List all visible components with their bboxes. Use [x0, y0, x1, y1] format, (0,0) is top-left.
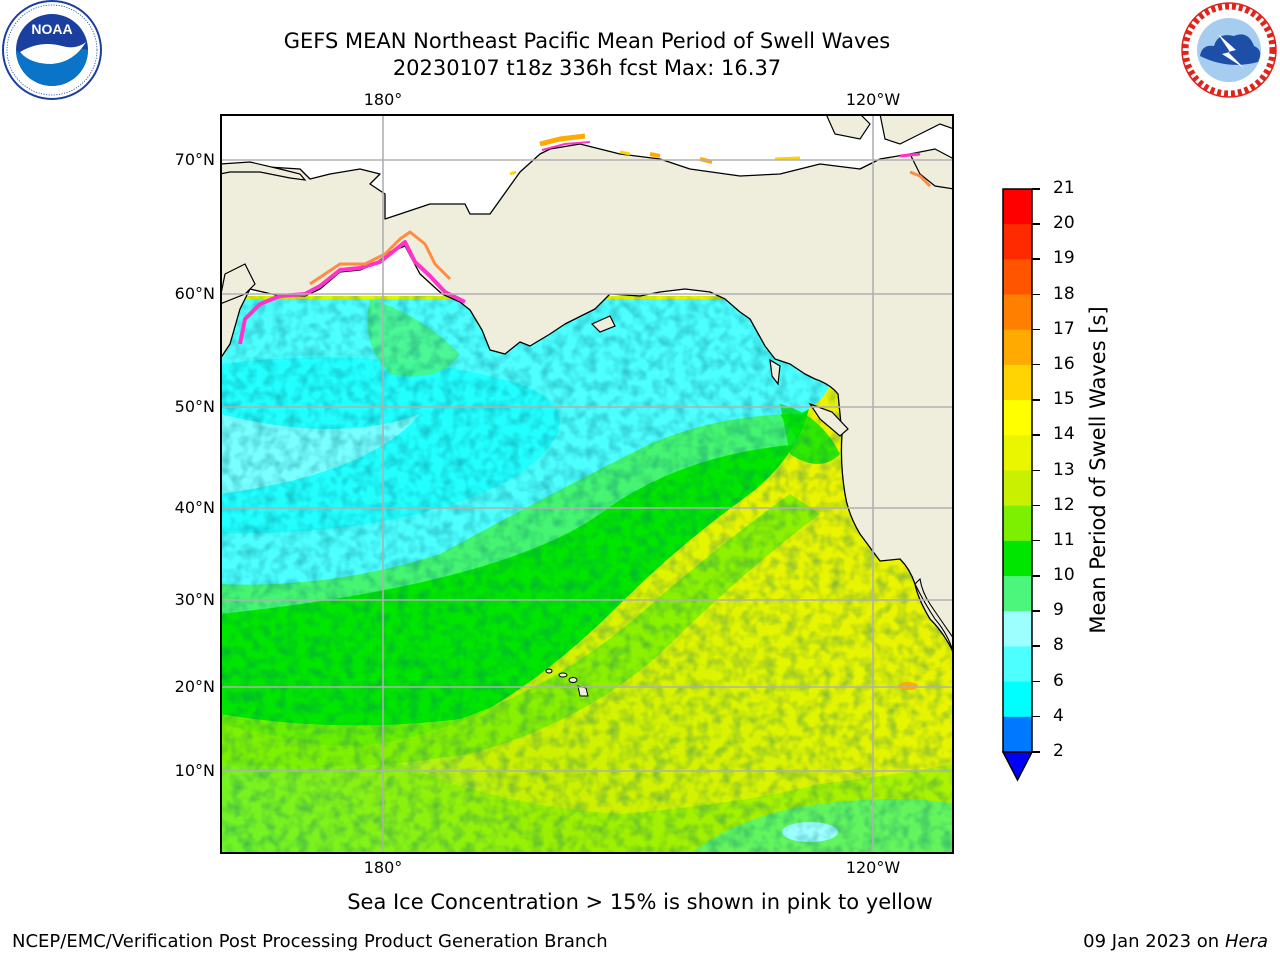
colorbar-tick: [1032, 328, 1040, 331]
colorbar-tick-label: 19: [1053, 248, 1075, 269]
lon-label-bottom-120w: 120°W: [845, 858, 901, 877]
swell-period-map: [220, 114, 954, 854]
colorbar-cell: [1003, 716, 1032, 753]
footer-date: 09 Jan 2023 on: [1083, 931, 1220, 952]
vancouver-island: [808, 402, 849, 437]
colorbar-cell: [1003, 294, 1032, 331]
colorbar-tick: [1032, 715, 1040, 718]
colorbar-tick: [1032, 610, 1040, 612]
colorbar-tick-label: 16: [1053, 353, 1075, 374]
colorbar-cell: [1003, 259, 1032, 296]
colorbar-tick-label: 21: [1053, 178, 1075, 198]
colorbar-tick: [1032, 645, 1040, 647]
colorbar-tick: [1032, 258, 1040, 260]
noaa-logo: NOAA: [2, 0, 102, 100]
graticule: [220, 114, 954, 854]
colorbar-tick-label: 8: [1053, 635, 1064, 656]
kodiak-island: [590, 315, 616, 333]
north-america-land: [220, 143, 954, 854]
baja-peninsula: [914, 577, 954, 655]
lat-label-50n: 50°N: [174, 397, 215, 416]
lat-label-10n: 10°N: [174, 761, 215, 780]
colorbar-tick: [1032, 469, 1040, 471]
footer-right: 09 Jan 2023 on Hera: [1083, 931, 1268, 952]
colorbar-tick-label: 14: [1053, 424, 1075, 445]
colorbar-tick-label: 12: [1053, 494, 1075, 515]
colorbar-tick: [1032, 399, 1040, 401]
lat-label-40n: 40°N: [174, 498, 215, 517]
colorbar-tick-label: 6: [1053, 670, 1064, 691]
svg-text:NOAA: NOAA: [31, 21, 72, 37]
colorbar-tick: [1032, 363, 1040, 366]
colorbar-tick-label: 11: [1053, 529, 1075, 550]
colorbar-tick-label: 4: [1053, 705, 1064, 726]
colorbar-cell: [1003, 611, 1032, 647]
colorbar-tick-label: 2: [1053, 741, 1064, 761]
colorbar-cell: [1003, 540, 1032, 577]
colorbar-tick: [1032, 751, 1040, 753]
lon-label-top-120w: 120°W: [845, 90, 901, 109]
colorbar-tick-label: 18: [1053, 283, 1075, 304]
arctic-island-1: [825, 114, 871, 140]
colorbar-cell: [1003, 470, 1032, 507]
lat-label-70n: 70°N: [174, 150, 215, 169]
colorbar-tick-label: 10: [1053, 565, 1075, 586]
arctic-island-2: [879, 114, 954, 145]
colorbar-tick: [1032, 680, 1040, 683]
colorbar-tick-label: 15: [1053, 389, 1075, 410]
nws-logo: [1181, 2, 1277, 98]
colorbar-cell: [1003, 505, 1032, 542]
colorbar-cell: [1003, 681, 1032, 718]
lat-label-20n: 20°N: [174, 677, 215, 696]
lat-label-60n: 60°N: [174, 284, 215, 303]
colorbar-tick: [1032, 504, 1040, 507]
colorbar-tick-label: 17: [1053, 318, 1075, 339]
colorbar-tick: [1032, 293, 1040, 296]
colorbar-cell: [1003, 435, 1032, 471]
arctic-island-3: [909, 148, 954, 190]
footer-host: Hera: [1224, 931, 1268, 952]
colorbar-tick-label: 13: [1053, 459, 1075, 480]
colorbar-title: Mean Period of Swell Waves [s]: [1086, 306, 1110, 634]
colorbar-cell: [1003, 189, 1032, 225]
colorbar-tick: [1032, 223, 1040, 225]
colorbar-cell: [1003, 646, 1032, 683]
colorbar-tick-label: 20: [1053, 213, 1075, 234]
colorbar-tick: [1032, 188, 1040, 190]
colorbar-cell: [1003, 400, 1032, 436]
colorbar-extend-arrow: [1001, 751, 1034, 782]
haida-gwaii-island: [769, 358, 781, 386]
lon-label-bottom-180: 180°: [363, 858, 403, 877]
colorbar-cell: [1003, 364, 1032, 401]
lon-label-top-180: 180°: [363, 90, 403, 109]
colorbar-cell: [1003, 576, 1032, 612]
colorbar-tick: [1032, 539, 1040, 542]
map-border: [220, 114, 954, 854]
footer-left: NCEP/EMC/Verification Post Processing Pr…: [12, 931, 608, 952]
colorbar-tick: [1032, 575, 1040, 577]
colorbar-tick: [1032, 434, 1040, 436]
lat-label-30n: 30°N: [174, 590, 215, 609]
colorbar: [1001, 188, 1034, 782]
sea-ice-note: Sea Ice Concentration > 15% is shown in …: [347, 890, 933, 914]
chart-title: GEFS MEAN Northeast Pacific Mean Period …: [283, 29, 891, 53]
colorbar-cell: [1003, 329, 1032, 366]
max-period-spot: [898, 682, 918, 690]
colorbar-tick-label: 9: [1053, 600, 1064, 621]
siberia-land: [220, 161, 307, 181]
chart-subtitle: 20230107 t18z 336h fcst Max: 16.37: [392, 56, 782, 80]
colorbar-cell: [1003, 224, 1032, 260]
